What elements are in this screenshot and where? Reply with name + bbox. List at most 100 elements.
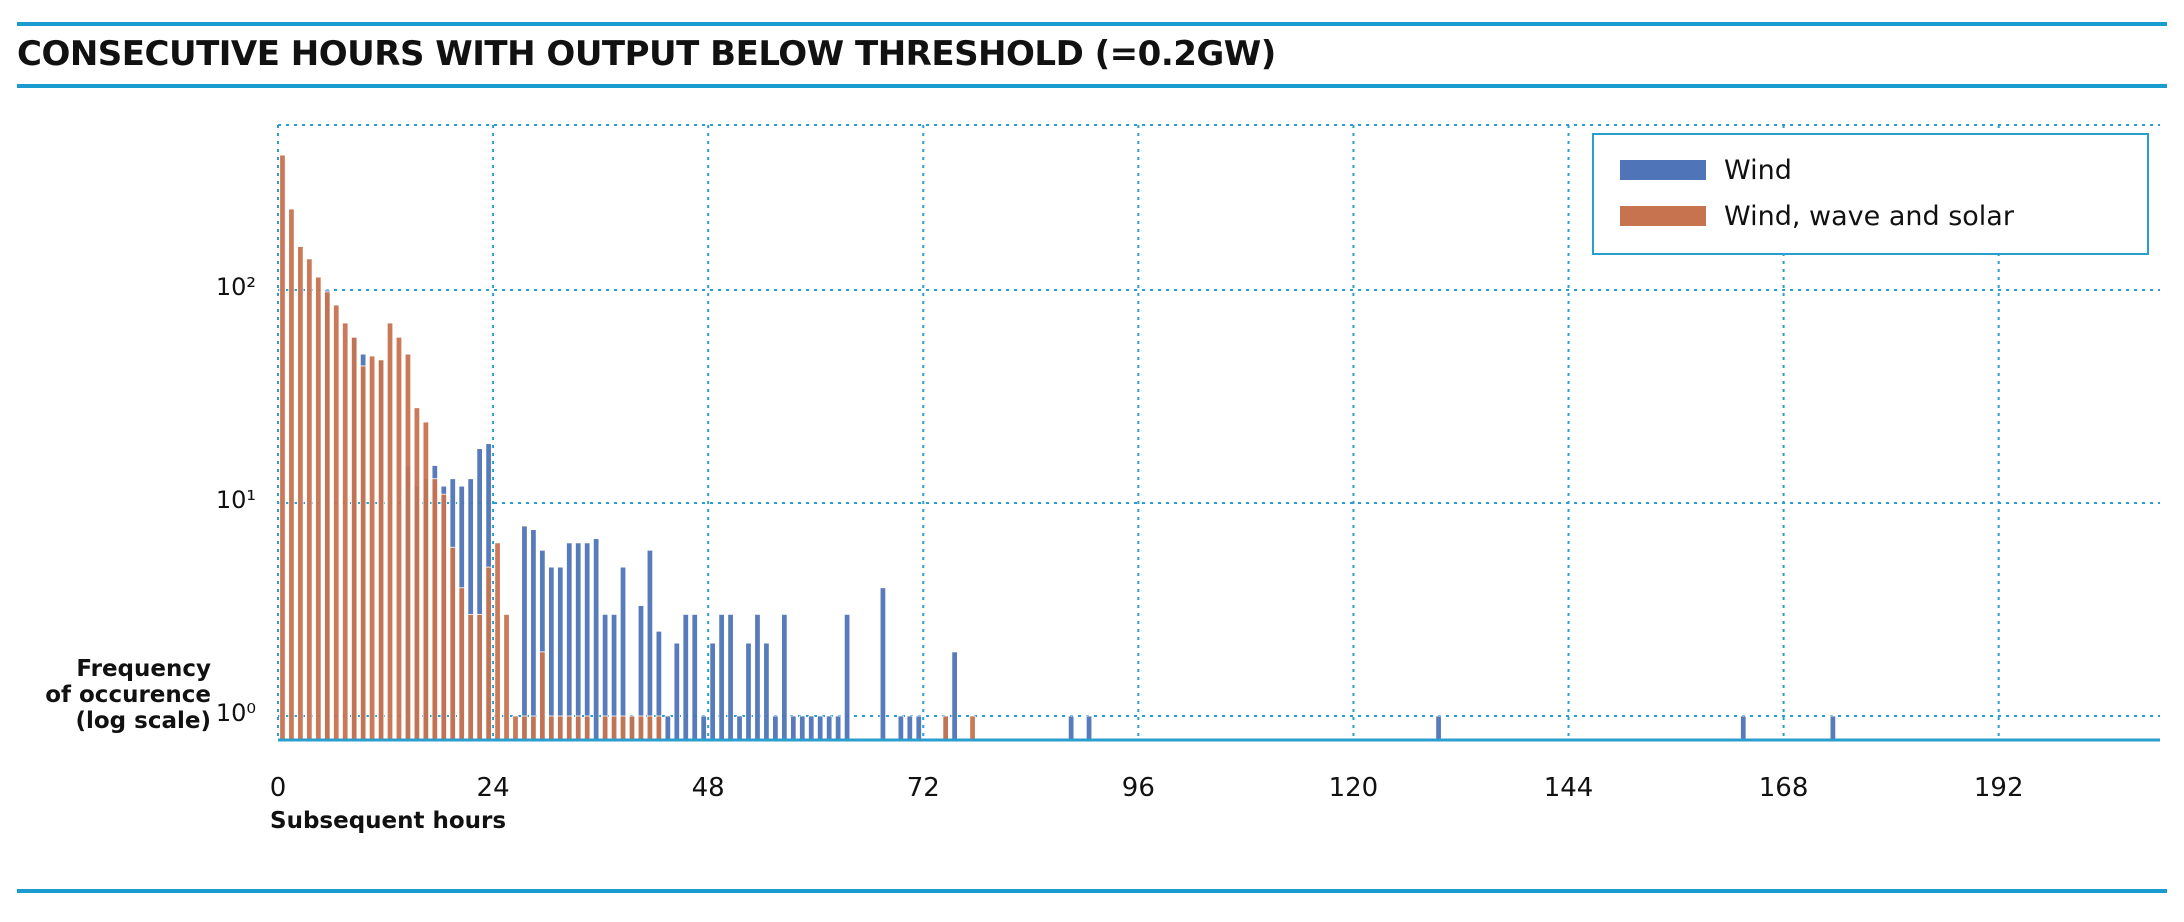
wind-bar-55	[772, 715, 779, 741]
legend-swatch-wind	[1620, 160, 1706, 180]
x-tick-label-96: 96	[1122, 773, 1155, 803]
wind-wave-solar-bar-42	[655, 715, 663, 741]
wind-bar-52	[745, 642, 752, 741]
wind-bar-90	[1085, 715, 1093, 741]
wind-wave-solar-bar-40	[637, 715, 645, 741]
x-tick-label-192: 192	[1974, 773, 2024, 803]
wind-wave-solar-bar-12	[386, 322, 394, 741]
wind-wave-solar-bar-26	[512, 715, 519, 741]
wind-wave-solar-bar-39	[628, 715, 636, 741]
wind-wave-solar-bar-11	[377, 359, 385, 741]
wind-wave-solar-bar-18	[440, 493, 447, 741]
wind-bar-70	[906, 715, 913, 741]
wind-bar-50	[727, 613, 734, 741]
wind-bar-88	[1067, 715, 1075, 741]
wind-bar-69	[897, 715, 905, 741]
legend-box	[1592, 133, 2149, 255]
wind-wave-solar-bar-37	[610, 715, 618, 741]
wind-bar-173	[1829, 715, 1837, 741]
wind-wave-solar-bar-8	[350, 336, 358, 741]
wind-wave-solar-bar-27	[521, 715, 528, 741]
wind-wave-solar-bar-15	[413, 407, 421, 741]
wind-bar-129	[1435, 715, 1442, 741]
x-axis-title: Subsequent hours	[270, 808, 506, 834]
wind-bar-56	[781, 613, 788, 741]
wind-bar-47	[700, 715, 707, 741]
wind-bar-27	[521, 525, 528, 741]
wind-wave-solar-bar-29	[539, 651, 546, 741]
x-tick-label-24: 24	[477, 773, 510, 803]
wind-wave-solar-bar-17	[431, 478, 439, 741]
wind-wave-solar-bar-1	[288, 208, 295, 741]
chart-title: CONSECUTIVE HOURS WITH OUTPUT BELOW THRE…	[17, 34, 1276, 74]
wind-wave-solar-bar-74	[942, 715, 949, 741]
wind-bar-75	[951, 651, 958, 741]
wind-bar-46	[691, 613, 698, 741]
wind-wave-solar-bar-31	[557, 715, 564, 741]
wind-bar-58	[799, 715, 806, 741]
wind-wave-solar-bar-3	[306, 258, 313, 741]
wind-wave-solar-bar-77	[969, 715, 976, 741]
x-tick-label-48: 48	[692, 773, 725, 803]
wind-wave-solar-bar-24	[494, 542, 501, 741]
wind-bar-60	[817, 715, 824, 741]
wind-bar-45	[682, 613, 689, 741]
wind-wave-solar-bar-10	[368, 355, 376, 741]
wind-wave-solar-bar-0	[279, 154, 286, 741]
wind-bar-35	[592, 538, 600, 741]
legend-swatch-wind-wave-solar	[1620, 206, 1706, 226]
wind-bar-31	[557, 566, 564, 741]
wind-bar-71	[915, 715, 922, 741]
wind-bar-61	[825, 715, 833, 741]
wind-bar-48	[709, 642, 716, 741]
wind-wave-solar-bar-28	[530, 715, 537, 741]
title-underline	[17, 84, 2167, 88]
wind-bar-62	[834, 715, 842, 741]
wind-bar-57	[790, 715, 797, 741]
wind-bar-38	[619, 566, 627, 741]
wind-bar-53	[754, 613, 761, 741]
y-tick-label-1: 10⁰	[216, 699, 256, 727]
wind-wave-solar-bar-36	[601, 715, 609, 741]
wind-bar-32	[566, 542, 573, 741]
x-tick-label-168: 168	[1759, 773, 1809, 803]
wind-wave-solar-bar-34	[584, 715, 591, 741]
wind-wave-solar-bar-19	[449, 546, 456, 741]
y-axis-title-line-1: Frequency	[76, 656, 211, 682]
wind-bar-163	[1740, 715, 1747, 741]
y-axis-title-line-2: of occurence	[45, 682, 211, 708]
x-tick-label-0: 0	[270, 773, 287, 803]
wind-bar-30	[548, 566, 555, 741]
wind-bar-49	[718, 613, 725, 741]
wind-bar-33	[575, 542, 582, 741]
legend-label-wind-wave-solar: Wind, wave and solar	[1724, 201, 2015, 232]
wind-bar-67	[879, 587, 887, 741]
wind-wave-solar-bar-5	[324, 291, 331, 741]
wind-wave-solar-bar-14	[404, 353, 412, 741]
wind-bar-43	[664, 715, 672, 741]
wind-wave-solar-bar-25	[503, 613, 510, 741]
x-tick-label-144: 144	[1544, 773, 1594, 803]
wind-wave-solar-bar-2	[297, 246, 304, 741]
wind-wave-solar-bar-6	[333, 304, 340, 741]
wind-wave-solar-bar-20	[458, 587, 465, 741]
x-tick-label-72: 72	[907, 773, 940, 803]
wind-wave-solar-bar-30	[548, 715, 555, 741]
bottom-rule	[17, 889, 2167, 893]
wind-bar-54	[763, 642, 770, 741]
wind-bar-41	[646, 549, 654, 741]
wind-bar-44	[673, 642, 680, 741]
wind-bar-63	[843, 613, 851, 741]
top-rule	[17, 22, 2167, 26]
wind-wave-solar-bar-9	[359, 365, 367, 741]
wind-wave-solar-bar-16	[422, 421, 430, 741]
legend-label-wind: Wind	[1724, 155, 1792, 186]
wind-bar-28	[530, 529, 537, 741]
wind-bar-34	[584, 542, 591, 741]
wind-bar-51	[736, 715, 743, 741]
wind-wave-solar-bar-38	[619, 715, 627, 741]
wind-wave-solar-bar-4	[315, 276, 322, 741]
y-tick-label-10: 10¹	[216, 486, 256, 514]
wind-wave-solar-bar-33	[575, 715, 582, 741]
